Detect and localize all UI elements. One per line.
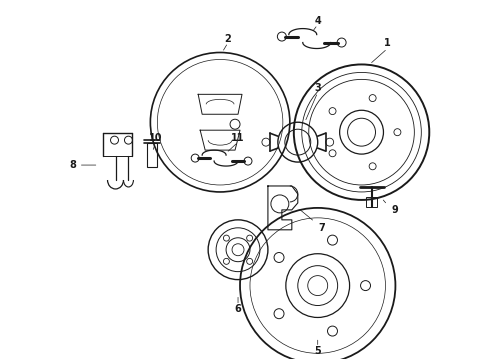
- Text: 5: 5: [315, 346, 321, 356]
- Text: 11: 11: [231, 133, 245, 143]
- Bar: [147, 143, 157, 167]
- Text: 10: 10: [148, 133, 162, 143]
- Text: 8: 8: [69, 160, 76, 170]
- Text: 9: 9: [391, 205, 398, 215]
- Text: 6: 6: [235, 305, 242, 315]
- Bar: [366, 197, 377, 207]
- Text: 3: 3: [315, 84, 321, 93]
- Text: 2: 2: [225, 33, 231, 44]
- Text: 1: 1: [384, 37, 391, 48]
- Text: 4: 4: [315, 15, 321, 26]
- Text: 7: 7: [318, 223, 325, 233]
